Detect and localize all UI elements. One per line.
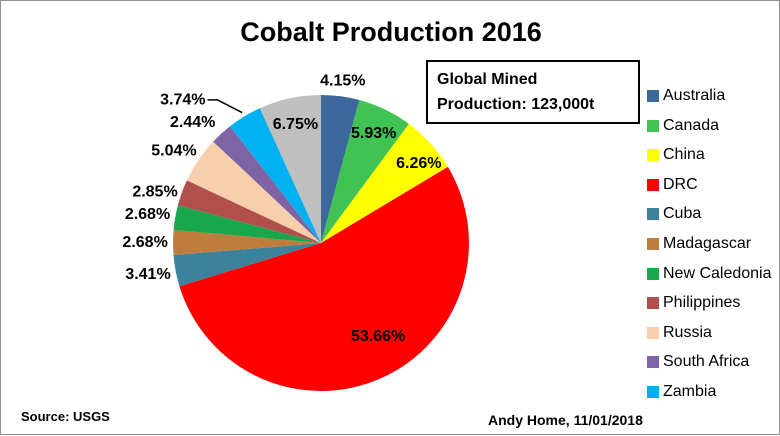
slice-label-drc: 53.66% <box>351 328 405 345</box>
legend-swatch-madagascar <box>647 237 659 250</box>
legend-item-canada: Canada <box>647 117 779 135</box>
pie-slice-china <box>321 123 448 243</box>
slice-label-zambia: 3.74% <box>160 91 205 108</box>
label-leader-line-zambia <box>207 99 243 114</box>
legend-item-new-caledonia: New Caledonia <box>647 265 779 283</box>
source-text: Source: USGS <box>21 409 110 424</box>
legend-item-china: China <box>647 146 779 164</box>
pie-slice-cuba <box>173 243 321 287</box>
legend-label-china: China <box>663 146 705 164</box>
credit-text: Andy Home, 11/01/2018 <box>488 412 643 428</box>
legend-item-australia: Australia <box>647 87 779 105</box>
legend-label-russia: Russia <box>663 323 712 341</box>
legend-label-south-africa: South Africa <box>663 353 750 371</box>
annotation-line-1: Global Mined <box>437 71 538 88</box>
legend-item-zambia: Zambia <box>647 383 779 401</box>
legend-swatch-philippines <box>647 297 659 310</box>
legend-swatch-canada <box>647 119 659 132</box>
slice-label-china: 6.26% <box>396 155 441 172</box>
legend-label-philippines: Philippines <box>663 294 741 312</box>
legend-label-new-caledonia: New Caledonia <box>663 264 772 282</box>
legend-swatch-new-caledonia <box>647 267 659 280</box>
slice-label-south-africa: 2.44% <box>170 114 215 131</box>
slice-label-russia: 5.04% <box>151 143 196 160</box>
pie-slice-philippines <box>177 180 321 243</box>
annotation-line-2: Production: 123,000t <box>437 96 595 113</box>
legend-label-canada: Canada <box>663 116 720 134</box>
pie-slice-russia <box>186 141 321 243</box>
legend-swatch-drc <box>647 178 659 191</box>
legend-label-zambia: Zambia <box>663 382 717 400</box>
legend-swatch-cuba <box>647 208 659 221</box>
pie-slice-canada <box>321 100 409 243</box>
pie-slice-south-africa <box>213 126 321 243</box>
legend-item-philippines: Philippines <box>647 294 779 312</box>
slice-label-madagascar: 2.68% <box>122 234 167 251</box>
legend-swatch-australia <box>647 90 659 102</box>
pie-slice-other <box>259 95 321 243</box>
slice-label-canada: 5.93% <box>351 125 396 142</box>
legend-label-drc: DRC <box>663 175 698 193</box>
legend-label-cuba: Cuba <box>663 205 702 223</box>
slice-label-australia: 4.15% <box>320 73 365 90</box>
annotation-box: Global Mined Production: 123,000t <box>426 60 640 124</box>
legend-label-madagascar: Madagascar <box>663 234 752 252</box>
pie-slice-drc <box>179 166 469 391</box>
legend: Australia Canada China DRC Cuba Madagascar New… <box>647 87 779 401</box>
pie-slice-australia <box>321 94 360 244</box>
legend-swatch-china <box>647 149 659 162</box>
pie-slice-zambia <box>230 108 321 243</box>
pie-slice-new-caledonia <box>173 205 321 243</box>
legend-swatch-russia <box>647 326 659 339</box>
chart-title: Cobalt Production 2016 <box>240 17 542 47</box>
legend-item-madagascar: Madagascar <box>647 235 779 253</box>
slice-label-new-caledonia: 2.68% <box>125 206 170 223</box>
pie-slice-madagascar <box>173 230 321 255</box>
legend-item-south-africa: South Africa <box>647 353 779 371</box>
legend-item-russia: Russia <box>647 324 779 342</box>
legend-swatch-south-africa <box>647 356 659 369</box>
slice-label-philippines: 2.85% <box>132 184 177 201</box>
slice-label-cuba: 3.41% <box>125 266 170 283</box>
legend-swatch-zambia <box>647 385 659 398</box>
legend-item-drc: DRC <box>647 176 779 194</box>
legend-label-australia: Australia <box>663 87 726 104</box>
slice-label-other: 6.75% <box>273 116 318 133</box>
legend-item-cuba: Cuba <box>647 205 779 223</box>
